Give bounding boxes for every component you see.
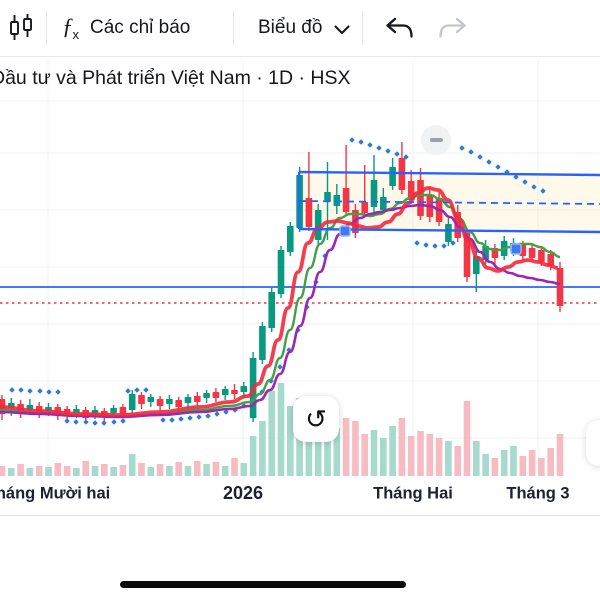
ma-line-green	[0, 193, 561, 418]
x-axis-label: Tháng 3	[506, 484, 569, 502]
x-axis-label: Tháng Mười hai	[0, 484, 110, 502]
reset-chart-button[interactable]: ↺	[293, 396, 339, 442]
redo-button[interactable]	[438, 0, 468, 56]
indicators-label: Các chỉ báo	[90, 17, 191, 38]
toolbar-divider	[46, 11, 47, 45]
toolbar-divider	[233, 11, 234, 45]
redo-icon	[439, 17, 466, 38]
chevron-down-icon	[334, 24, 351, 34]
parallel-channel[interactable]	[298, 170, 600, 255]
symbol-legend-row: Đầu tư và Phát triển Việt Nam · 1D · HSX	[0, 56, 600, 155]
collapse-legend-button[interactable]	[421, 125, 451, 155]
channel-handle[interactable]	[510, 243, 522, 255]
function-fx-icon: ƒx	[62, 13, 79, 43]
floating-button-partial[interactable]	[586, 420, 600, 466]
ma-line-red	[0, 186, 559, 417]
minus-icon	[429, 137, 443, 143]
candlestick-chart-icon	[10, 14, 32, 40]
top-toolbar: ƒx Các chỉ báo Biểu đồ	[0, 0, 600, 57]
indicators-button[interactable]: ƒx Các chỉ báo	[62, 0, 190, 56]
home-indicator[interactable]	[120, 581, 406, 588]
x-axis-label: 2026	[223, 483, 263, 503]
ma-line-purple	[0, 203, 561, 419]
sar-layer	[9, 137, 546, 426]
reload-icon: ↺	[305, 403, 327, 434]
volume-layer	[0, 383, 564, 476]
toolbar-divider	[362, 11, 363, 45]
x-axis-labels: Tháng Mười hai 2026 Tháng Hai Tháng 3	[0, 483, 570, 503]
undo-button[interactable]	[384, 0, 414, 56]
price-chart[interactable]: Tháng Mười hai 2026 Tháng Hai Tháng 3	[0, 56, 600, 515]
symbol-title[interactable]: Đầu tư và Phát triển Việt Nam · 1D · HSX	[0, 67, 351, 89]
undo-icon	[386, 17, 413, 38]
channel-handle[interactable]	[339, 225, 351, 237]
candlestick-style-button[interactable]	[8, 0, 35, 56]
chart-type-label: Biểu đồ	[258, 17, 323, 38]
chart-type-button[interactable]: Biểu đồ	[258, 0, 351, 56]
x-axis-label: Tháng Hai	[373, 484, 453, 502]
